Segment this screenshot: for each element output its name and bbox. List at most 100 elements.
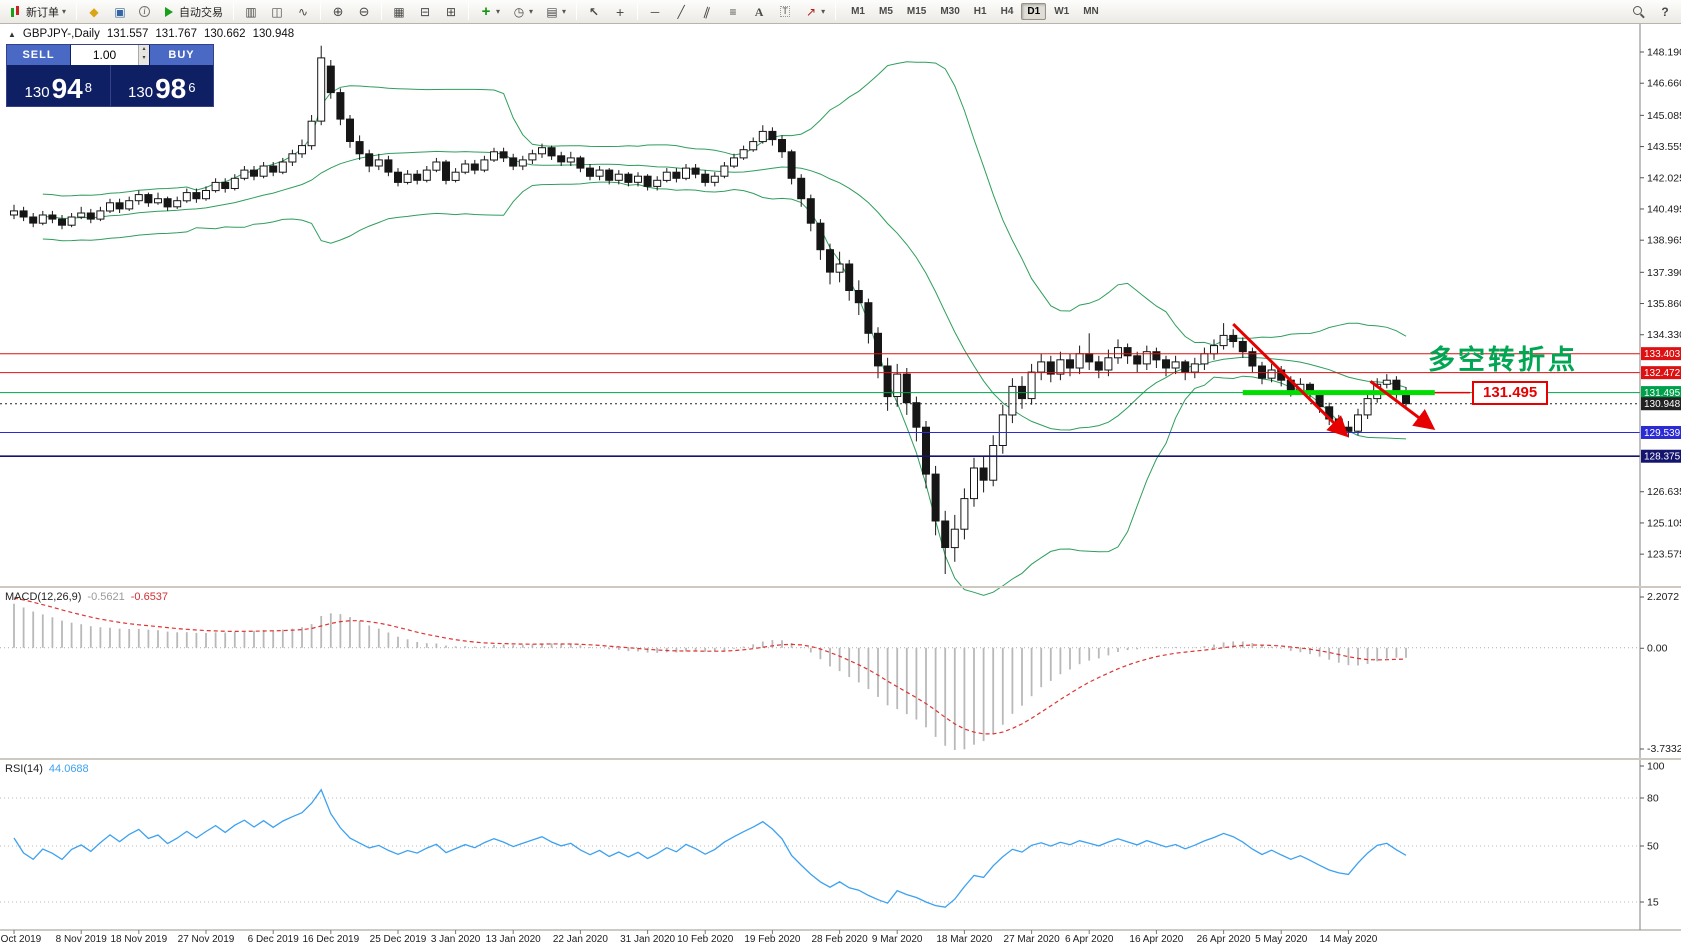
zoom-in-icon	[331, 5, 345, 19]
candle	[422, 169, 431, 181]
toolbar-zoom-out-button[interactable]	[352, 2, 376, 22]
toolbar-text-button[interactable]	[747, 2, 771, 22]
toolbar-profiles-button[interactable]: ▾	[507, 2, 538, 22]
spinner-down-icon[interactable]: ▾	[142, 55, 146, 61]
chart-canvas[interactable]: 148.190 146.660 145.085 143.555 142.025 140.4…	[0, 24, 1681, 946]
sell-button[interactable]: SELL	[7, 45, 70, 65]
one-click-collapse-icon[interactable]: ▲	[8, 29, 16, 39]
auto-trading-icon	[162, 5, 176, 19]
toolbar-equidistant-channel-button[interactable]	[695, 2, 719, 22]
search-icon	[1632, 5, 1646, 19]
toolbar-zoom-in-button[interactable]	[326, 2, 350, 22]
time-axis[interactable]	[0, 930, 1681, 946]
timeframe-button-M15[interactable]: M15	[906, 6, 927, 17]
price-axis[interactable]	[1640, 24, 1681, 930]
candle	[614, 173, 623, 181]
spinner-up-icon[interactable]: ▴	[142, 46, 146, 52]
panel-splitter[interactable]	[0, 586, 1681, 588]
toolbar-new-order-button[interactable]: 新订单 ▾	[4, 2, 71, 22]
timeframe-button-W1[interactable]: W1	[1054, 6, 1070, 17]
candle	[998, 414, 1007, 446]
toolbar-arrows-tool-button[interactable]: ▾	[799, 2, 830, 22]
toolbar-line-mode-button[interactable]	[291, 2, 315, 22]
candle	[1210, 345, 1218, 355]
toolbar-cursor-button[interactable]	[582, 2, 606, 22]
toolbar-trendline-button[interactable]	[669, 2, 693, 22]
chart-region[interactable]: 148.190 146.660 145.085 143.555 142.025 140.4…	[0, 24, 1681, 946]
toolbar-crosshair-button[interactable]	[608, 2, 632, 22]
toolbar-candles-mode-button[interactable]	[265, 2, 289, 22]
timeframe-button-D1[interactable]: D1	[1021, 3, 1047, 20]
macd-panel[interactable]	[0, 588, 1640, 758]
candle	[806, 198, 815, 224]
timeframe-button-M5[interactable]: M5	[878, 6, 893, 17]
toolbar-templates-button[interactable]: ▾	[540, 2, 571, 22]
macd-indicator-label: MACD(12,26,9) -0.5621 -0.6537	[5, 591, 168, 603]
date-label: 18 Nov 2019	[110, 934, 167, 945]
toolbar-tile-windows-button[interactable]	[387, 2, 411, 22]
toolbar-cascade-windows-button[interactable]	[413, 2, 437, 22]
rsi-line	[13, 788, 1407, 908]
candle	[922, 426, 930, 475]
candle	[384, 159, 393, 173]
timeframe-button-MN[interactable]: MN	[1083, 6, 1099, 17]
timeframe-button-H4[interactable]: H4	[1000, 6, 1014, 17]
toolbar-arrange-windows-button[interactable]	[439, 2, 463, 22]
buy-button[interactable]: BUY	[150, 45, 213, 65]
toolbar-layers-button[interactable]	[82, 2, 106, 22]
candle	[835, 263, 844, 273]
profiles-icon	[512, 5, 526, 19]
trend-arrow-2[interactable]	[1369, 380, 1436, 431]
toolbar-separator	[320, 3, 322, 20]
lot-size-input[interactable]: 1.00 ▴ ▾	[71, 45, 149, 65]
date-label: 16 Dec 2019	[302, 934, 359, 945]
date-label: 19 Feb 2020	[744, 934, 801, 945]
chart-annotation[interactable]: 多空转折点	[1428, 345, 1578, 375]
candle	[912, 402, 921, 428]
rsi-name: RSI(14)	[5, 763, 43, 775]
toolbar-search-button[interactable]	[1627, 2, 1651, 22]
candle	[1114, 347, 1122, 359]
candle	[1037, 361, 1046, 373]
buy-price-pips: 98	[155, 73, 187, 105]
toolbar-about-button[interactable]	[134, 2, 155, 22]
price-divider	[109, 65, 111, 106]
timeframe-button-H1[interactable]: H1	[973, 6, 987, 17]
lot-value[interactable]: 1.00	[92, 48, 117, 62]
toolbar-fibonacci-button[interactable]	[721, 2, 745, 22]
date-label: 14 May 2020	[1319, 934, 1377, 945]
main-chart-panel[interactable]	[0, 24, 1640, 586]
date-label: 26 Apr 2020	[1197, 934, 1251, 945]
toolbar-auto-trading-button[interactable]: 自动交易	[157, 2, 228, 22]
trend-arrow-1[interactable]	[1232, 323, 1349, 438]
toolbar-text-label-button[interactable]	[773, 2, 797, 22]
lot-spinner[interactable]: ▴ ▾	[138, 45, 149, 65]
candle	[1200, 353, 1209, 365]
candle	[48, 214, 57, 220]
macd-axis-label: -3.7332	[1647, 743, 1681, 755]
buy-price[interactable]: 130 98 6	[111, 65, 214, 106]
toolbar-bars-mode-button[interactable]	[239, 2, 263, 22]
panel-splitter[interactable]	[0, 758, 1681, 760]
rsi-panel[interactable]	[0, 760, 1640, 930]
price-axis-tag-label: 132.472	[1644, 368, 1681, 379]
sell-price[interactable]: 130 94 8	[7, 65, 110, 106]
toolbar-horizontal-line-button[interactable]	[643, 2, 667, 22]
toolbar-new-chart-button[interactable]: ▾	[474, 2, 505, 22]
candle	[451, 171, 460, 181]
candle	[1027, 371, 1036, 400]
candle	[1190, 363, 1199, 373]
price-axis-label: 143.555	[1647, 141, 1681, 153]
toolbar-market-watch-button[interactable]	[108, 2, 132, 22]
candle	[970, 467, 978, 500]
candle	[864, 302, 873, 334]
timeframe-button-M1[interactable]: M1	[851, 6, 865, 17]
toolbar-help-button[interactable]	[1653, 2, 1677, 22]
support-highlight-bar[interactable]	[1242, 390, 1435, 396]
price-axis-label: 123.575	[1647, 549, 1681, 561]
timeframe-button-M30[interactable]: M30	[940, 6, 960, 17]
price-callout[interactable]: 131.495	[1472, 380, 1549, 405]
candle	[38, 214, 47, 224]
candle	[950, 528, 959, 549]
